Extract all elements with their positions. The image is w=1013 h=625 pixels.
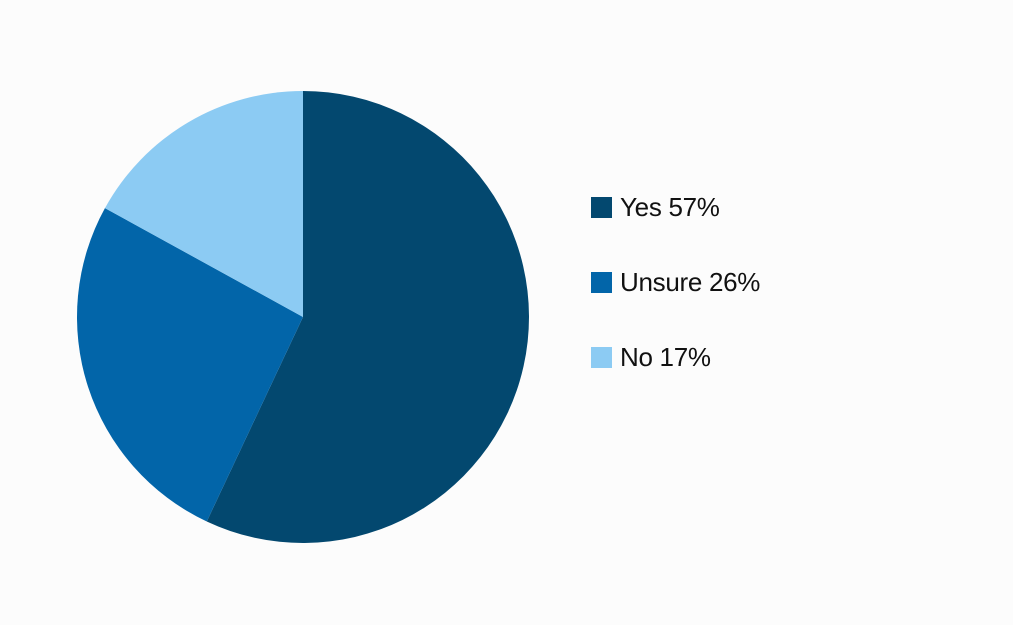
legend-item-unsure: Unsure 26% xyxy=(591,263,760,301)
legend-swatch-yes xyxy=(591,196,612,218)
legend-label-unsure: Unsure 26% xyxy=(620,266,761,297)
chart-legend: Yes 57% Unsure 26% No 17% xyxy=(591,188,760,413)
legend-item-yes: Yes 57% xyxy=(591,188,760,226)
pie-slice-unsure xyxy=(76,208,304,522)
legend-label-no: No 17% xyxy=(620,341,711,372)
legend-swatch-unsure xyxy=(591,271,612,293)
legend-label-yes: Yes 57% xyxy=(620,191,720,222)
pie-slice-yes xyxy=(206,91,529,543)
legend-swatch-no xyxy=(591,346,612,368)
pie-slice-no xyxy=(104,91,303,317)
legend-item-no: No 17% xyxy=(591,338,760,376)
